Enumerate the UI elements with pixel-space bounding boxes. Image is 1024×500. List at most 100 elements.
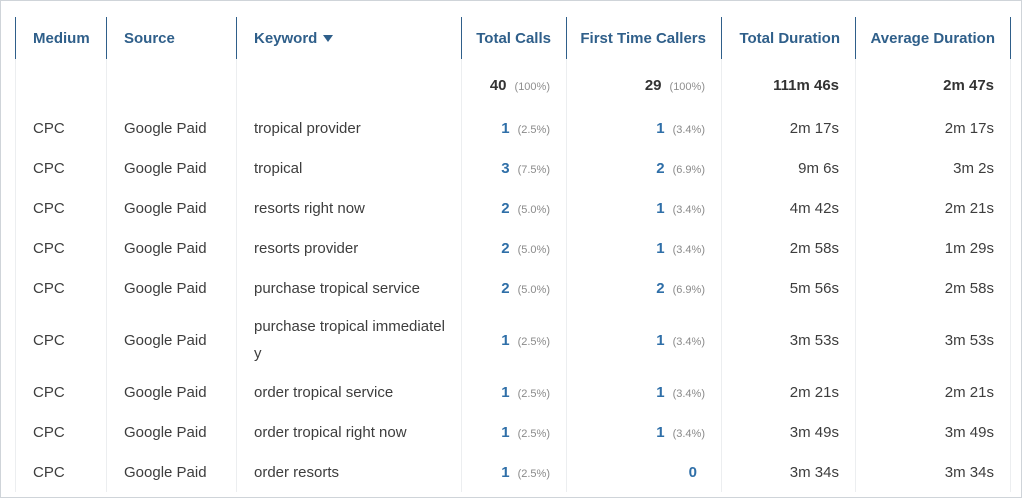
table-row: CPC Google Paid purchase tropical immediat… [15, 308, 1011, 372]
total-duration-cell: 2m 21s [721, 372, 856, 412]
totals-row: 40 (100%) 29 (100%) 111m 46s 2m 47s [15, 59, 1011, 108]
keyword-cell: purchase tropical immediately [236, 308, 462, 372]
total-calls-link[interactable]: 1 [501, 331, 510, 349]
total-duration-cell: 2m 58s [721, 228, 856, 268]
first-time-callers-percent: (3.4%) [672, 243, 705, 256]
total-calls-link[interactable]: 1 [501, 119, 510, 137]
total-calls-link[interactable]: 2 [501, 199, 510, 217]
total-calls-cell: 2 (5.0%) [461, 188, 567, 228]
table-row: CPC Google Paid order tropical right now 1 (… [15, 412, 1011, 452]
average-duration-cell: 3m 34s [855, 452, 1011, 492]
table-row: CPC Google Paid order resorts 1 (2.5%) 0 3m 34… [15, 452, 1011, 492]
total-calls-cell: 1 (2.5%) [461, 412, 567, 452]
total-calls-cell: 1 (2.5%) [461, 372, 567, 412]
total-calls-link[interactable]: 1 [501, 383, 510, 401]
medium-cell: CPC [15, 308, 107, 372]
first-time-callers-cell: 1 (3.4%) [566, 188, 722, 228]
total-calls-percent: (2.5%) [517, 387, 550, 400]
total-calls-percent: (2.5%) [517, 427, 550, 440]
source-cell: Google Paid [106, 108, 237, 148]
first-time-callers-link[interactable]: 1 [656, 199, 665, 217]
first-time-callers-link[interactable]: 1 [656, 383, 665, 401]
first-time-callers-cell: 2 (6.9%) [566, 148, 722, 188]
table-header-row: Medium Source Keyword Total Calls First … [15, 17, 1011, 59]
medium-cell: CPC [15, 268, 107, 308]
column-header-source[interactable]: Source [106, 17, 237, 59]
first-time-callers-cell: 0 [566, 452, 722, 492]
first-time-callers-link[interactable]: 2 [656, 159, 665, 177]
total-calls-link[interactable]: 2 [501, 279, 510, 297]
average-duration-cell: 3m 53s [855, 308, 1011, 372]
keyword-cell: tropical provider [236, 108, 462, 148]
first-time-callers-percent: (3.4%) [672, 427, 705, 440]
total-calls-link[interactable]: 2 [501, 239, 510, 257]
table-row: CPC Google Paid resorts provider 2 (5.0%) 1 (3… [15, 228, 1011, 268]
average-duration-cell: 3m 2s [855, 148, 1011, 188]
total-calls-link[interactable]: 1 [501, 423, 510, 441]
keyword-cell: purchase tropical service [236, 268, 462, 308]
first-time-callers-link[interactable]: 1 [656, 119, 665, 137]
source-cell: Google Paid [106, 228, 237, 268]
column-header-keyword[interactable]: Keyword [236, 17, 462, 59]
keyword-cell: resorts provider [236, 228, 462, 268]
keyword-cell: order tropical right now [236, 412, 462, 452]
first-time-callers-link[interactable]: 1 [656, 423, 665, 441]
total-calls-percent: (2.5%) [517, 335, 550, 348]
total-duration-cell: 9m 6s [721, 148, 856, 188]
first-time-callers-link[interactable]: 0 [688, 463, 697, 481]
total-calls-link[interactable]: 1 [501, 463, 510, 481]
source-cell: Google Paid [106, 372, 237, 412]
total-calls-percent: (5.0%) [517, 203, 550, 216]
total-duration-cell: 5m 56s [721, 268, 856, 308]
first-time-callers-percent: (3.4%) [672, 123, 705, 136]
totals-source-cell [106, 59, 237, 108]
keyword-header-label: Keyword [254, 29, 318, 47]
first-time-callers-percent: (6.9%) [672, 283, 705, 296]
source-cell: Google Paid [106, 308, 237, 372]
total-calls-link[interactable]: 3 [501, 159, 510, 177]
totals-keyword-cell [236, 59, 462, 108]
first-time-callers-percent: (3.4%) [672, 335, 705, 348]
total-duration-cell: 3m 49s [721, 412, 856, 452]
source-cell: Google Paid [106, 188, 237, 228]
first-time-callers-cell: 1 (3.4%) [566, 228, 722, 268]
keyword-cell: tropical [236, 148, 462, 188]
keyword-cell: order tropical service [236, 372, 462, 412]
total-calls-percent: (5.0%) [517, 283, 550, 296]
column-header-total-calls[interactable]: Total Calls [461, 17, 567, 59]
first-time-callers-link[interactable]: 1 [656, 331, 665, 349]
column-header-average-duration[interactable]: Average Duration [855, 17, 1011, 59]
total-calls-percent: (5.0%) [517, 243, 550, 256]
medium-cell: CPC [15, 372, 107, 412]
column-header-first-time-callers[interactable]: First Time Callers [566, 17, 722, 59]
totals-medium-cell [15, 59, 107, 108]
source-cell: Google Paid [106, 412, 237, 452]
medium-cell: CPC [15, 188, 107, 228]
total-duration-cell: 4m 42s [721, 188, 856, 228]
table-row: CPC Google Paid order tropical service 1 (2.… [15, 372, 1011, 412]
total-calls-percent: (2.5%) [517, 123, 550, 136]
source-cell: Google Paid [106, 268, 237, 308]
total-duration-cell: 2m 17s [721, 108, 856, 148]
first-time-callers-cell: 1 (3.4%) [566, 308, 722, 372]
total-calls-cell: 3 (7.5%) [461, 148, 567, 188]
caret-down-icon[interactable] [323, 35, 334, 43]
first-time-callers-link[interactable]: 1 [656, 239, 665, 257]
medium-cell: CPC [15, 412, 107, 452]
first-time-callers-link[interactable]: 2 [656, 279, 665, 297]
column-header-medium[interactable]: Medium [15, 17, 107, 59]
first-time-callers-cell: 1 (3.4%) [566, 372, 722, 412]
first-time-callers-cell: 1 (3.4%) [566, 108, 722, 148]
table-row: CPC Google Paid purchase tropical service 2… [15, 268, 1011, 308]
average-duration-cell: 2m 17s [855, 108, 1011, 148]
first-time-callers-cell: 1 (3.4%) [566, 412, 722, 452]
average-duration-cell: 1m 29s [855, 228, 1011, 268]
totals-total-duration: 111m 46s [721, 59, 856, 108]
total-calls-cell: 1 (2.5%) [461, 308, 567, 372]
column-header-total-duration[interactable]: Total Duration [721, 17, 856, 59]
first-time-callers-percent: (3.4%) [672, 203, 705, 216]
first-time-callers-percent: (6.9%) [672, 163, 705, 176]
totals-average-duration: 2m 47s [855, 59, 1011, 108]
totals-total-calls: 40 (100%) [461, 59, 567, 108]
